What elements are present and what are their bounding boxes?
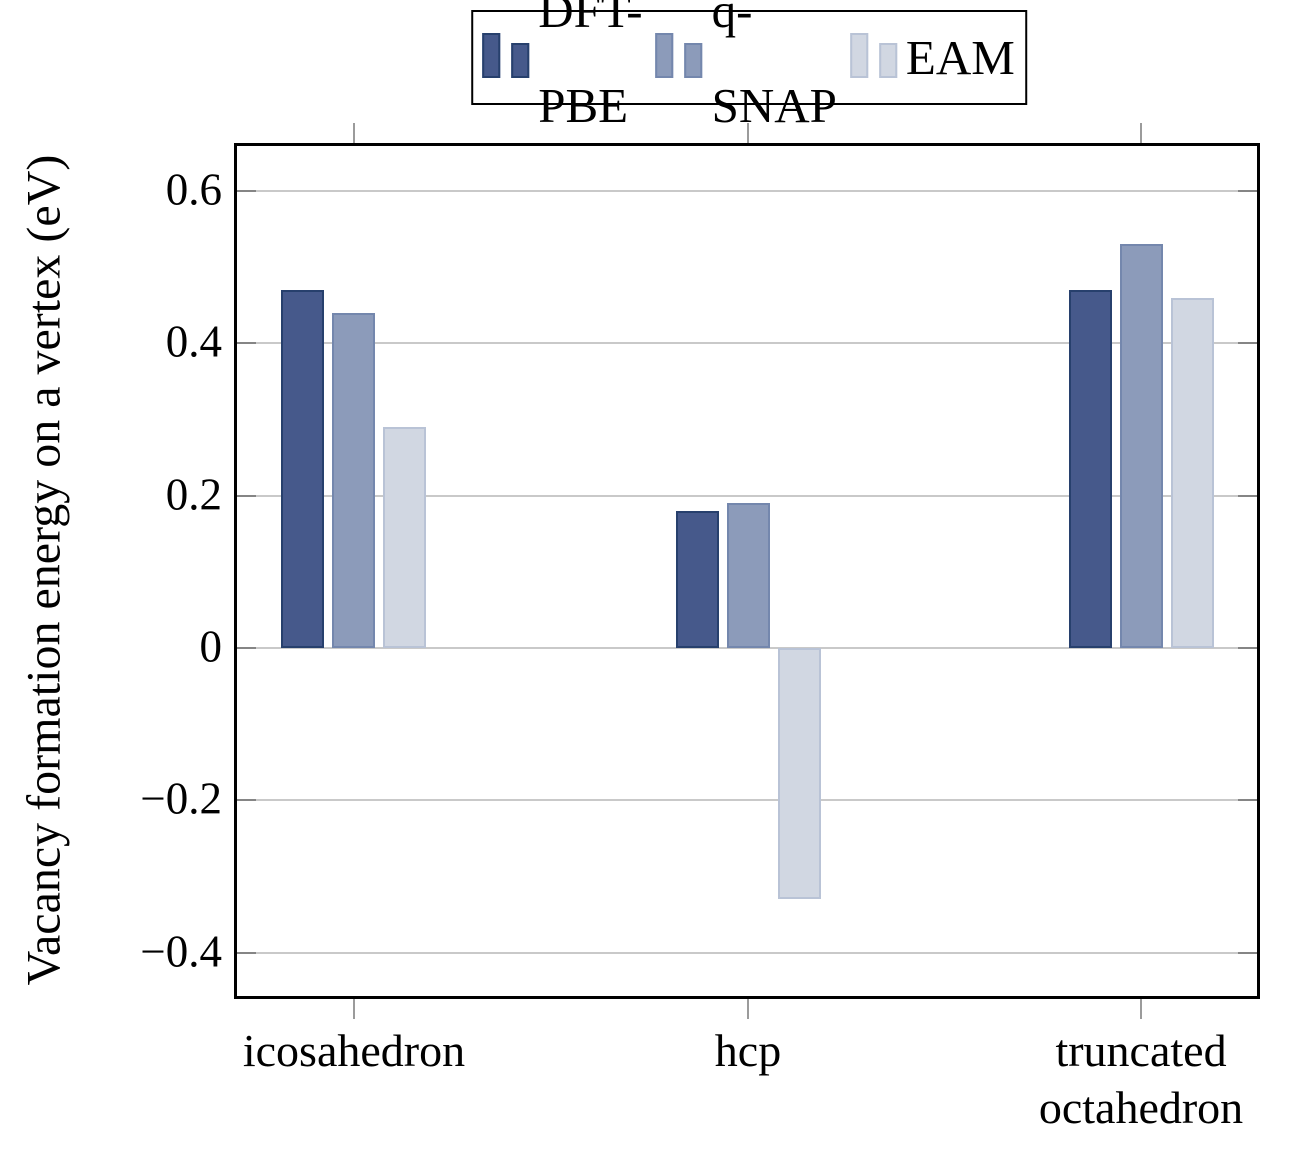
x-category-label: hcp bbox=[715, 1022, 781, 1079]
y-tick-right bbox=[1238, 951, 1257, 954]
y-axis-label: Vacancy formation energy on a vertex (eV… bbox=[17, 154, 71, 986]
x-tick-bottom bbox=[352, 999, 355, 1019]
bar-q-SNAP-truncated bbox=[1119, 244, 1163, 648]
legend-swatch-icon bbox=[849, 32, 897, 78]
legend-label: q-SNAP bbox=[711, 0, 837, 133]
bar-DFT-PBE-hcp bbox=[675, 510, 719, 648]
legend-entry-q-SNAP: q-SNAP bbox=[655, 0, 837, 153]
chart-legend: DFT-PBE q-SNAP EAM bbox=[471, 0, 1027, 133]
legend-swatch-icon bbox=[482, 32, 530, 78]
x-tick-bottom bbox=[1140, 999, 1143, 1019]
legend-entry-EAM: EAM bbox=[849, 10, 1015, 105]
gridline-y-0 bbox=[237, 646, 1257, 649]
gridline-y-0.4 bbox=[237, 342, 1257, 345]
bar-DFT-PBE-icosahedron bbox=[281, 289, 325, 648]
legend-swatch-bar-tall bbox=[655, 32, 674, 78]
legend-swatch-bar-short bbox=[511, 42, 530, 78]
gridline-y-−0.4 bbox=[237, 951, 1257, 954]
legend-swatch-bar-short bbox=[878, 42, 897, 78]
x-tick-bottom bbox=[747, 999, 750, 1019]
x-category-label: icosahedron bbox=[243, 1022, 465, 1079]
x-category-label-line: hcp bbox=[714, 1025, 782, 1076]
legend-swatch-bar-tall bbox=[849, 32, 868, 78]
x-tick-top bbox=[747, 123, 750, 143]
y-tick-label: −0.2 bbox=[140, 773, 222, 824]
gridline-y-0.2 bbox=[237, 494, 1257, 497]
legend-label: DFT-PBE bbox=[538, 0, 643, 133]
y-tick-left bbox=[237, 342, 256, 345]
bar-EAM-icosahedron bbox=[383, 427, 427, 648]
gridline-y-0.6 bbox=[237, 189, 1257, 192]
y-tick-label: 0 bbox=[199, 621, 223, 672]
bar-q-SNAP-icosahedron bbox=[332, 312, 376, 648]
gridline-y-−0.2 bbox=[237, 799, 1257, 802]
y-tick-right bbox=[1238, 342, 1257, 345]
y-tick-label: −0.4 bbox=[140, 926, 222, 977]
bar-DFT-PBE-truncated bbox=[1068, 289, 1112, 648]
bar-EAM-truncated bbox=[1170, 297, 1214, 648]
y-tick-label: 0.4 bbox=[165, 316, 222, 367]
y-tick-right bbox=[1238, 799, 1257, 802]
bar-EAM-hcp bbox=[777, 647, 821, 900]
y-tick-right bbox=[1238, 494, 1257, 497]
legend-swatch-bar-short bbox=[684, 42, 703, 78]
y-tick-left bbox=[237, 494, 256, 497]
y-tick-left bbox=[237, 646, 256, 649]
y-tick-right bbox=[1238, 189, 1257, 192]
x-category-label-line: octahedron bbox=[1038, 1082, 1244, 1133]
x-tick-top bbox=[1140, 123, 1143, 143]
legend-swatch-icon bbox=[655, 32, 703, 78]
y-tick-left bbox=[237, 799, 256, 802]
y-tick-label: 0.2 bbox=[165, 469, 222, 520]
legend-label: EAM bbox=[905, 30, 1015, 85]
y-tick-left bbox=[237, 951, 256, 954]
x-category-label-line: truncated bbox=[1055, 1025, 1227, 1076]
bar-q-SNAP-hcp bbox=[726, 503, 770, 648]
legend-swatch-bar-tall bbox=[482, 32, 501, 78]
x-category-label: truncated octahedron bbox=[1039, 1022, 1243, 1136]
x-tick-top bbox=[352, 123, 355, 143]
y-tick-label: 0.6 bbox=[165, 164, 222, 215]
y-tick-left bbox=[237, 189, 256, 192]
x-category-label-line: icosahedron bbox=[242, 1025, 466, 1076]
plot-area bbox=[234, 143, 1260, 999]
y-tick-right bbox=[1238, 646, 1257, 649]
legend-entry-DFT-PBE: DFT-PBE bbox=[482, 0, 643, 153]
